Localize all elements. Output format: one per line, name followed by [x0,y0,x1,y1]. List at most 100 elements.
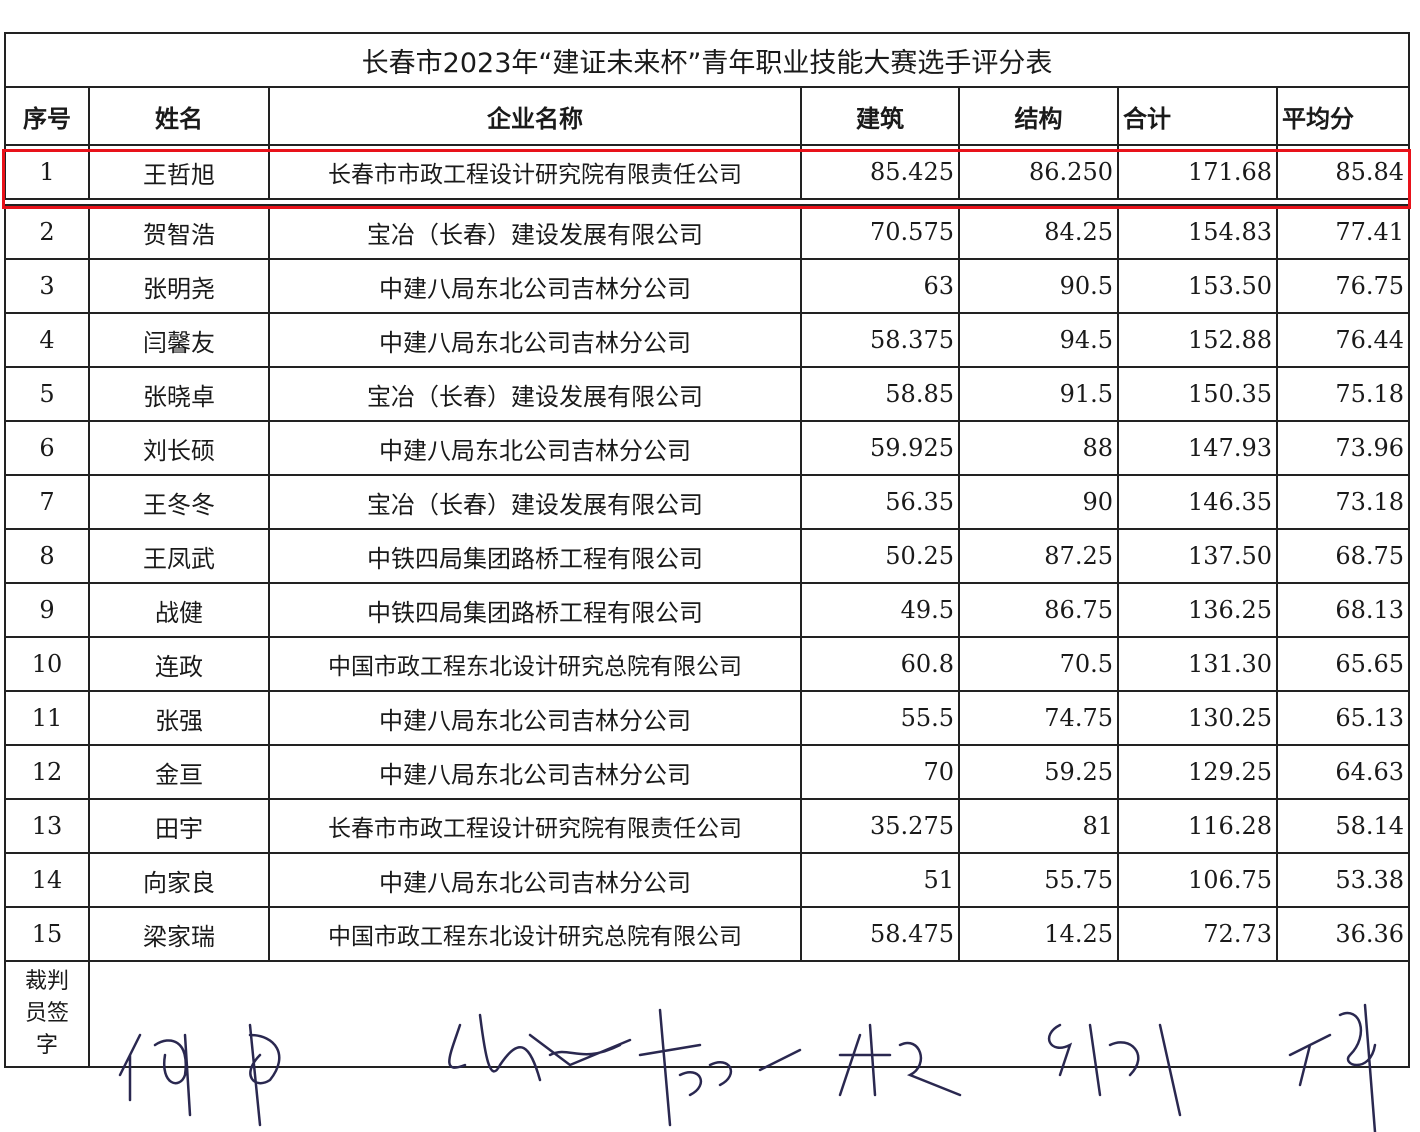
participant-name: 连政 [88,636,270,692]
table-row: 9 战健 中铁四局集团路桥工程有限公司 49.5 86.75 136.25 68.13 [4,582,1411,638]
total-score: 146.35 [1117,474,1278,530]
company-name: 中建八局东北公司吉林分公司 [268,258,802,314]
row-index: 10 [4,636,90,692]
architecture-score: 70.575 [800,204,960,260]
architecture-score: 59.925 [800,420,960,476]
average-score: 85.84 [1275,144,1411,200]
table-row: 3 张明尧 中建八局东北公司吉林分公司 63 90.5 153.50 76.75 [4,258,1411,314]
architecture-score: 35.275 [800,798,960,854]
architecture-score: 85.425 [800,144,960,200]
architecture-score: 70 [800,744,960,800]
header-average: 平均分 [1275,86,1411,146]
header-company: 企业名称 [268,86,802,146]
table-row: 7 王冬冬 宝冶（长春）建设发展有限公司 56.35 90 146.35 73.18 [4,474,1411,530]
header-architecture: 建筑 [800,86,960,146]
row-index: 4 [4,312,90,368]
participant-name: 金亘 [88,744,270,800]
table-row: 8 王凤武 中铁四局集团路桥工程有限公司 50.25 87.25 137.50 68.75 [4,528,1411,584]
total-score: 136.25 [1117,582,1278,638]
signature-3 [638,1008,802,1127]
participant-name: 张强 [88,690,270,746]
participant-name: 张明尧 [88,258,270,314]
signature-6 [1288,1003,1377,1132]
gap-cell [5,198,1410,206]
company-name: 中建八局东北公司吉林分公司 [268,744,802,800]
structure-score: 14.25 [958,906,1119,962]
total-score: 129.25 [1117,744,1278,800]
total-score: 137.50 [1117,528,1278,584]
company-name: 长春市市政工程设计研究院有限责任公司 [268,798,802,854]
participant-name: 张晓卓 [88,366,270,422]
table-row-highlighted: 1 王哲旭 长春市市政工程设计研究院有限责任公司 85.425 86.250 171.68… [4,144,1411,200]
average-score: 65.65 [1275,636,1411,692]
row-index: 11 [4,690,90,746]
average-score: 76.75 [1275,258,1411,314]
row-index: 13 [4,798,90,854]
structure-score: 84.25 [958,204,1119,260]
company-name: 中铁四局集团路桥工程有限公司 [268,582,802,638]
architecture-score: 49.5 [800,582,960,638]
total-score: 153.50 [1117,258,1278,314]
table-row: 15 梁家瑞 中国市政工程东北设计研究总院有限公司 58.475 14.25 72.73 3… [4,906,1411,962]
table-row: 6 刘长硕 中建八局东北公司吉林分公司 59.925 88 147.93 73.96 [4,420,1411,476]
total-score: 147.93 [1117,420,1278,476]
signature-label: 裁判员签字 [4,960,90,1068]
row-index: 12 [4,744,90,800]
architecture-score: 50.25 [800,528,960,584]
company-name: 中国市政工程东北设计研究总院有限公司 [268,636,802,692]
architecture-score: 56.35 [800,474,960,530]
total-score: 130.25 [1117,690,1278,746]
row-index: 7 [4,474,90,530]
participant-name: 王凤武 [88,528,270,584]
row-index: 5 [4,366,90,422]
company-name: 中建八局东北公司吉林分公司 [268,312,802,368]
total-score: 154.83 [1117,204,1278,260]
total-score: 171.68 [1117,144,1278,200]
participant-name: 闫馨友 [88,312,270,368]
row-index: 14 [4,852,90,908]
table-row: 14 向家良 中建八局东北公司吉林分公司 51 55.75 106.75 53.38 [4,852,1411,908]
company-name: 宝冶（长春）建设发展有限公司 [268,474,802,530]
table-row: 12 金亘 中建八局东北公司吉林分公司 70 59.25 129.25 64.63 [4,744,1411,800]
participant-name: 梁家瑞 [88,906,270,962]
participant-name: 向家良 [88,852,270,908]
row-index: 2 [4,204,90,260]
total-score: 131.30 [1117,636,1278,692]
architecture-score: 58.85 [800,366,960,422]
structure-score: 90.5 [958,258,1119,314]
structure-score: 94.5 [958,312,1119,368]
architecture-score: 55.5 [800,690,960,746]
row-index: 8 [4,528,90,584]
total-score: 72.73 [1117,906,1278,962]
structure-score: 88 [958,420,1119,476]
table-row: 10 连政 中国市政工程东北设计研究总院有限公司 60.8 70.5 131.30 65.6… [4,636,1411,692]
structure-score: 87.25 [958,528,1119,584]
average-score: 65.13 [1275,690,1411,746]
signature-2 [448,1013,632,1082]
signature-1 [118,1023,281,1127]
structure-score: 55.75 [958,852,1119,908]
row-index: 1 [4,144,90,200]
average-score: 77.41 [1275,204,1411,260]
score-table: 长春市2023年“建证未来杯”青年职业技能大赛选手评分表 序号 姓名 企业名称 … [3,32,1411,1068]
structure-score: 81 [958,798,1119,854]
header-index: 序号 [4,86,90,146]
row-index: 15 [4,906,90,962]
average-score: 76.44 [1275,312,1411,368]
signature-area [87,960,1411,1068]
row-index: 6 [4,420,90,476]
signature-4 [838,1023,962,1097]
participant-name: 贺智浩 [88,204,270,260]
average-score: 53.38 [1275,852,1411,908]
average-score: 58.14 [1275,798,1411,854]
table-row: 13 田宇 长春市市政工程设计研究院有限责任公司 35.275 81 116.28 58.1… [4,798,1411,854]
structure-score: 70.5 [958,636,1119,692]
total-score: 116.28 [1117,798,1278,854]
structure-score: 86.250 [958,144,1119,200]
structure-score: 74.75 [958,690,1119,746]
average-score: 68.13 [1275,582,1411,638]
participant-name: 王哲旭 [88,144,270,200]
score-sheet: 长春市2023年“建证未来杯”青年职业技能大赛选手评分表 序号 姓名 企业名称 … [3,32,1411,1068]
header-total: 合计 [1117,86,1278,146]
structure-score: 90 [958,474,1119,530]
